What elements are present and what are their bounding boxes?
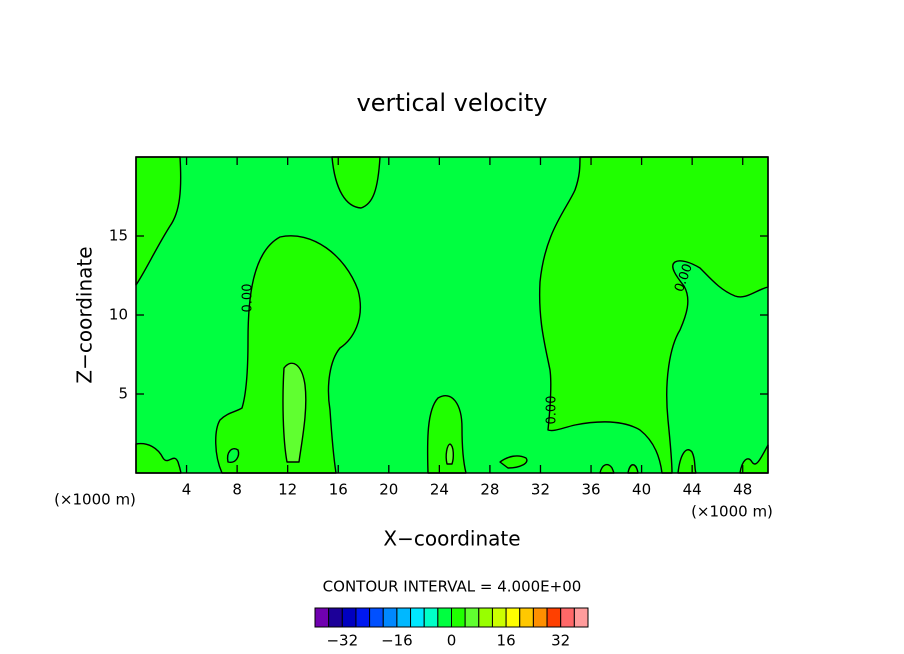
colorbar-tick-label: 16 (497, 632, 516, 650)
x-tick-label: 8 (232, 481, 242, 499)
y-tick-label: 15 (109, 227, 128, 245)
colorbar-cell (396, 607, 412, 628)
colorbar-cell (505, 607, 521, 628)
y-axis-label: Z−coordinate (73, 246, 97, 383)
contour-region (135, 442, 182, 474)
contour-label: 0.00 (545, 396, 560, 425)
contour-field (135, 156, 769, 474)
colorbar-cell (328, 607, 343, 628)
x-tick-label: 28 (480, 481, 499, 499)
contour-region (426, 395, 467, 474)
contour-region (282, 362, 307, 463)
y-tick-label: 10 (109, 306, 128, 324)
x-tick-label: 24 (430, 481, 449, 499)
colorbar-cell (355, 607, 371, 628)
colorbar-cell (369, 607, 384, 628)
contour-interval: CONTOUR INTERVAL = 4.000E+00 (323, 578, 582, 596)
x-tick-label: 40 (632, 481, 651, 499)
y-unit-label: (×1000 m) (54, 491, 136, 509)
contour-region (739, 444, 769, 474)
colorbar-tick-label: −16 (381, 632, 413, 650)
colorbar-cell (573, 607, 589, 628)
colorbar-cell (464, 607, 480, 628)
colorbar-cell (314, 607, 330, 628)
chart-title: vertical velocity (357, 89, 548, 117)
colorbar-cell (423, 607, 439, 628)
colorbar-cell (341, 607, 357, 628)
contour-region (538, 156, 769, 474)
colorbar-tick-label: 32 (551, 632, 570, 650)
x-axis-label: X−coordinate (383, 527, 520, 551)
colorbar-cell (478, 607, 493, 628)
y-tick-label: 5 (118, 385, 128, 403)
contour-region (226, 448, 240, 464)
x-tick-label: 4 (182, 481, 192, 499)
contour-region (215, 235, 362, 474)
x-tick-label: 20 (379, 481, 398, 499)
colorbar-cell (451, 607, 466, 628)
contour-region (677, 449, 697, 474)
contour-region (445, 443, 455, 465)
contour-region (331, 156, 381, 209)
colorbar-cell (519, 607, 534, 628)
x-tick-label: 48 (733, 481, 752, 499)
x-tick-label: 44 (683, 481, 702, 499)
contour-region (499, 455, 528, 469)
colorbar-cell (560, 607, 575, 628)
x-unit-label: (×1000 m) (691, 503, 773, 521)
x-tick-label: 12 (278, 481, 297, 499)
x-tick-label: 36 (581, 481, 600, 499)
colorbar-tick-label: −32 (326, 632, 358, 650)
colorbar-cell (437, 607, 453, 628)
colorbar-cell (410, 607, 425, 628)
x-tick-label: 32 (531, 481, 550, 499)
contour-label: 0.00 (241, 284, 256, 313)
x-tick-label: 16 (329, 481, 348, 499)
colorbar-cell (382, 607, 398, 628)
contour-region (135, 156, 182, 286)
colorbar: −32 −16 0 16 32 (314, 607, 589, 650)
contour-region (599, 463, 615, 474)
colorbar-cell (491, 607, 507, 628)
colorbar-tick-label: 0 (447, 632, 457, 650)
colorbar-cell (532, 607, 548, 628)
colorbar-cell (546, 607, 562, 628)
